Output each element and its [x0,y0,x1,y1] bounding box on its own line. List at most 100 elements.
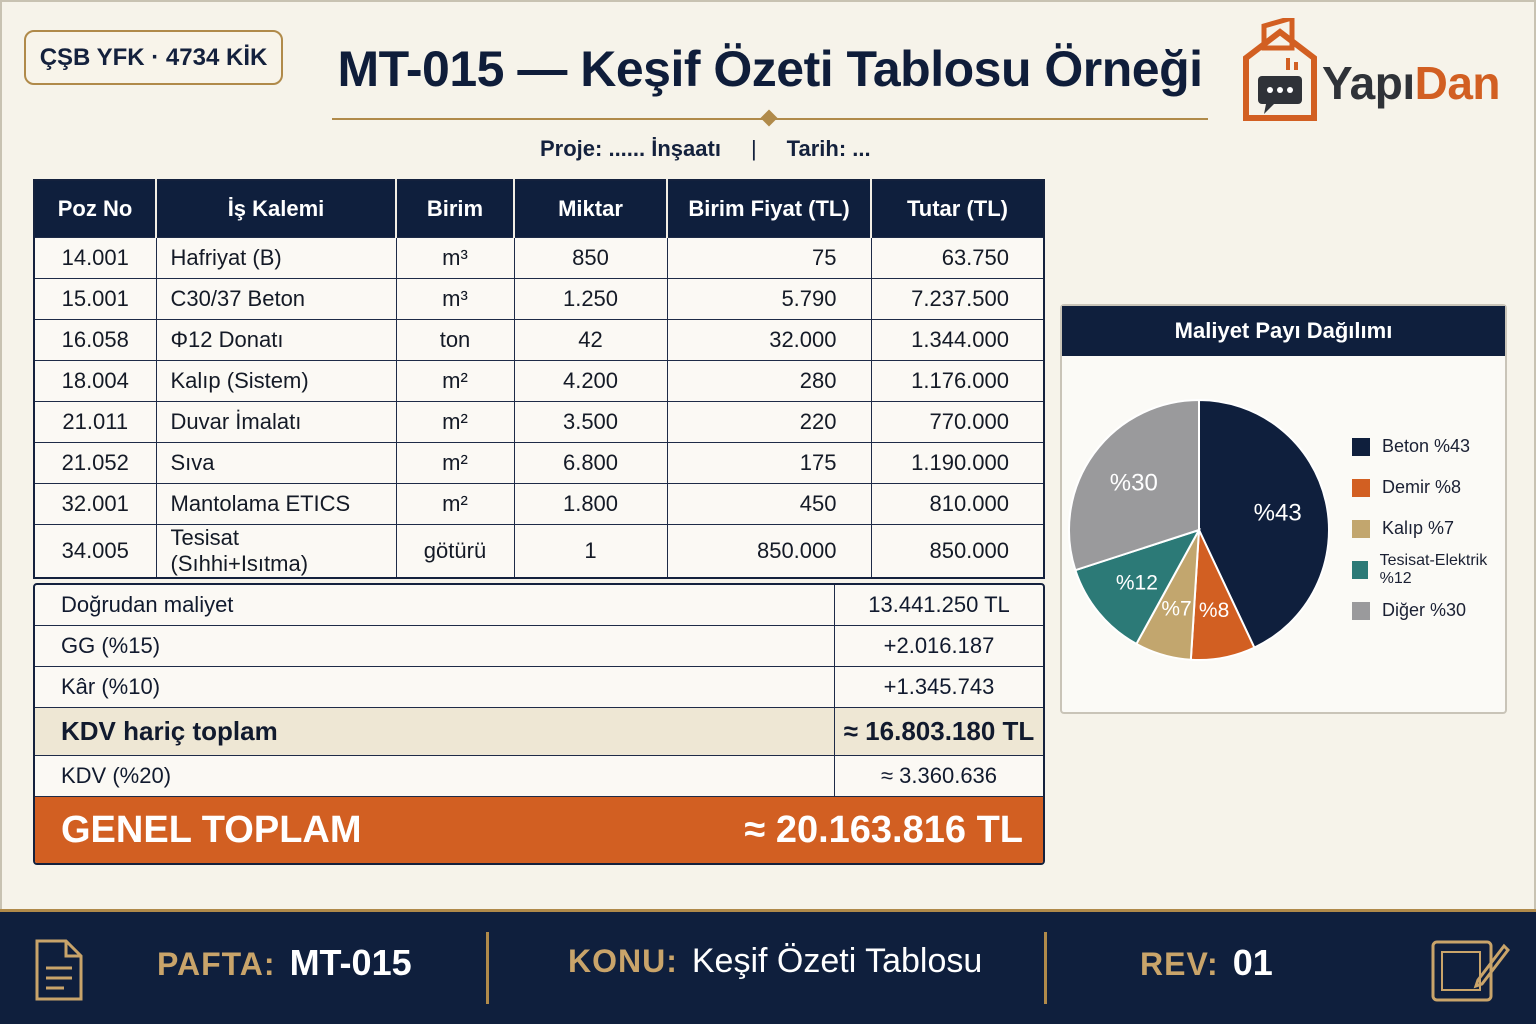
table-cell: 32.000 [666,318,872,361]
table-cell: C30/37 Beton [155,277,397,320]
table-cell: 42 [513,318,668,361]
table-cell: m³ [395,236,515,279]
legend-item: Beton %43 [1352,426,1505,467]
title-block-footer: PAFTA: MT-015 KONU: Keşif Özeti Tablosu … [0,909,1536,1024]
legend-label: Tesisat-Elektrik %12 [1379,551,1488,587]
footer-divider [486,932,489,1004]
table-cell: m² [395,441,515,484]
subject-label: KONU: [568,943,678,979]
table-row: 15.001 C30/37 Beton m³ 1.250 5.790 7.237… [33,277,1045,320]
legend-swatch [1352,601,1370,620]
table-row: 21.052 Sıva m² 6.800 175 1.190.000 [33,441,1045,484]
table-cell: 280 [666,359,872,402]
table-cell: Tesisat (Sıhhi+Isıtma) [155,523,397,578]
table-cell: 850 [513,236,668,279]
legend-swatch [1352,560,1368,579]
table-cell: m² [395,359,515,402]
table-cell: m² [395,482,515,525]
column-header: Birim Fiyat (TL) [667,180,872,237]
vat-value: ≈ 3.360.636 [880,763,998,788]
cost-items-table: Poz No İş Kalemi Birim Miktar Birim Fiya… [33,179,1045,579]
yapidan-logo [1243,18,1317,121]
chart-title: Maliyet Payı Dağılımı [1062,306,1505,356]
legend-label: Diğer %30 [1382,600,1467,620]
table-cell: 175 [666,441,872,484]
table-cell: 3.500 [513,400,668,443]
column-header: İş Kalemi [156,180,397,237]
project-name: Proje: ...... İnşaatı [540,136,721,161]
table-row: 18.004 Kalıp (Sistem) m² 4.200 280 1.176… [33,359,1045,402]
pie-slice-label: %8 [1199,599,1229,622]
grand-total-row: GENEL TOPLAM ≈ 20.163.816 TL [35,797,1043,863]
table-cell: 770.000 [870,400,1045,443]
table-cell: götürü [395,523,515,578]
table-cell: 1.344.000 [870,318,1045,361]
revision-field: REV: 01 [1140,942,1273,984]
document-icon [35,939,83,1001]
profit-row: Kâr (%10) +1.345.743 [35,667,1043,708]
table-cell: 7.237.500 [870,277,1045,320]
overhead-row: GG (%15) +2.016.187 [35,626,1043,667]
regulation-badge-text: ÇŞB YFK · 4734 KİK [39,43,268,71]
legend-label: Beton %43 [1382,436,1471,456]
vat-row: KDV (%20) ≈ 3.360.636 [35,756,1043,797]
building-logo-icon [1243,18,1317,121]
grand-total-label: GENEL TOPLAM [61,808,362,851]
table-cell: 850.000 [666,523,872,578]
legend-swatch [1352,478,1370,497]
footer-divider [1044,932,1047,1004]
table-cell: 1.250 [513,277,668,320]
subtotal-value: ≈ 16.803.180 TL [843,716,1035,746]
logo-wordmark-part2: Dan [1414,57,1501,109]
table-cell: ton [395,318,515,361]
overhead-value: +2.016.187 [883,633,995,658]
table-cell: 75 [666,236,872,279]
legend-label: Demir %8 [1382,477,1462,497]
table-cell: 16.058 [33,318,157,361]
table-row: 21.011 Duvar İmalatı m² 3.500 220 770.00… [33,400,1045,443]
legend-item: Demir %8 [1352,467,1505,508]
table-row: 16.058 Φ12 Donatı ton 42 32.000 1.344.00… [33,318,1045,361]
table-row: 32.001 Mantolama ETICS m² 1.800 450 810.… [33,482,1045,525]
subject-field: KONU: Keşif Özeti Tablosu [568,942,982,981]
vat-label: KDV (%20) [35,756,835,796]
column-header: Poz No [34,180,157,237]
table-cell: 15.001 [33,277,157,320]
column-header: Birim [396,180,515,237]
regulation-badge: ÇŞB YFK · 4734 KİK [24,30,283,85]
table-cell: 34.005 [33,523,157,578]
sheet-label: PAFTA: [157,946,276,982]
legend-item: Diğer %30 [1352,590,1505,631]
pie-slice-label: %7 [1161,597,1191,620]
grand-total-value: ≈ 20.163.816 TL [744,808,1023,851]
revision-value: 01 [1232,942,1273,983]
logo-wordmark: YapıDan [1322,56,1501,110]
pie-slice-beton [1198,398,1330,649]
profit-value: +1.345.743 [883,674,995,699]
table-cell: 4.200 [513,359,668,402]
column-header: Tutar (TL) [871,180,1044,237]
sheet-field: PAFTA: MT-015 [157,942,412,984]
project-info-separator: | [750,136,757,161]
table-cell: m² [395,400,515,443]
profit-label: Kâr (%10) [35,667,835,707]
pie-slice-label: %43 [1254,499,1302,526]
table-cell: Duvar İmalatı [155,400,397,443]
table-cell: m³ [395,277,515,320]
table-cell: 18.004 [33,359,157,402]
table-cell: Mantolama ETICS [155,482,397,525]
table-cell: 5.790 [666,277,872,320]
table-cell: 850.000 [870,523,1045,578]
table-cell: 1.190.000 [870,441,1045,484]
legend-swatch [1352,437,1370,456]
table-cell: 21.052 [33,441,157,484]
table-cell: Hafriyat (B) [155,236,397,279]
table-cell: 810.000 [870,482,1045,525]
table-cell: 21.011 [33,400,157,443]
totals-summary: Doğrudan maliyet 13.441.250 TL GG (%15) … [33,583,1045,865]
pie-slice-label: %30 [1110,470,1158,497]
table-cell: 6.800 [513,441,668,484]
table-cell: 220 [666,400,872,443]
direct-cost-value: 13.441.250 TL [868,592,1010,617]
chart-legend: Beton %43 Demir %8 Kalıp %7 Tesisat-Elektri… [1352,426,1505,631]
